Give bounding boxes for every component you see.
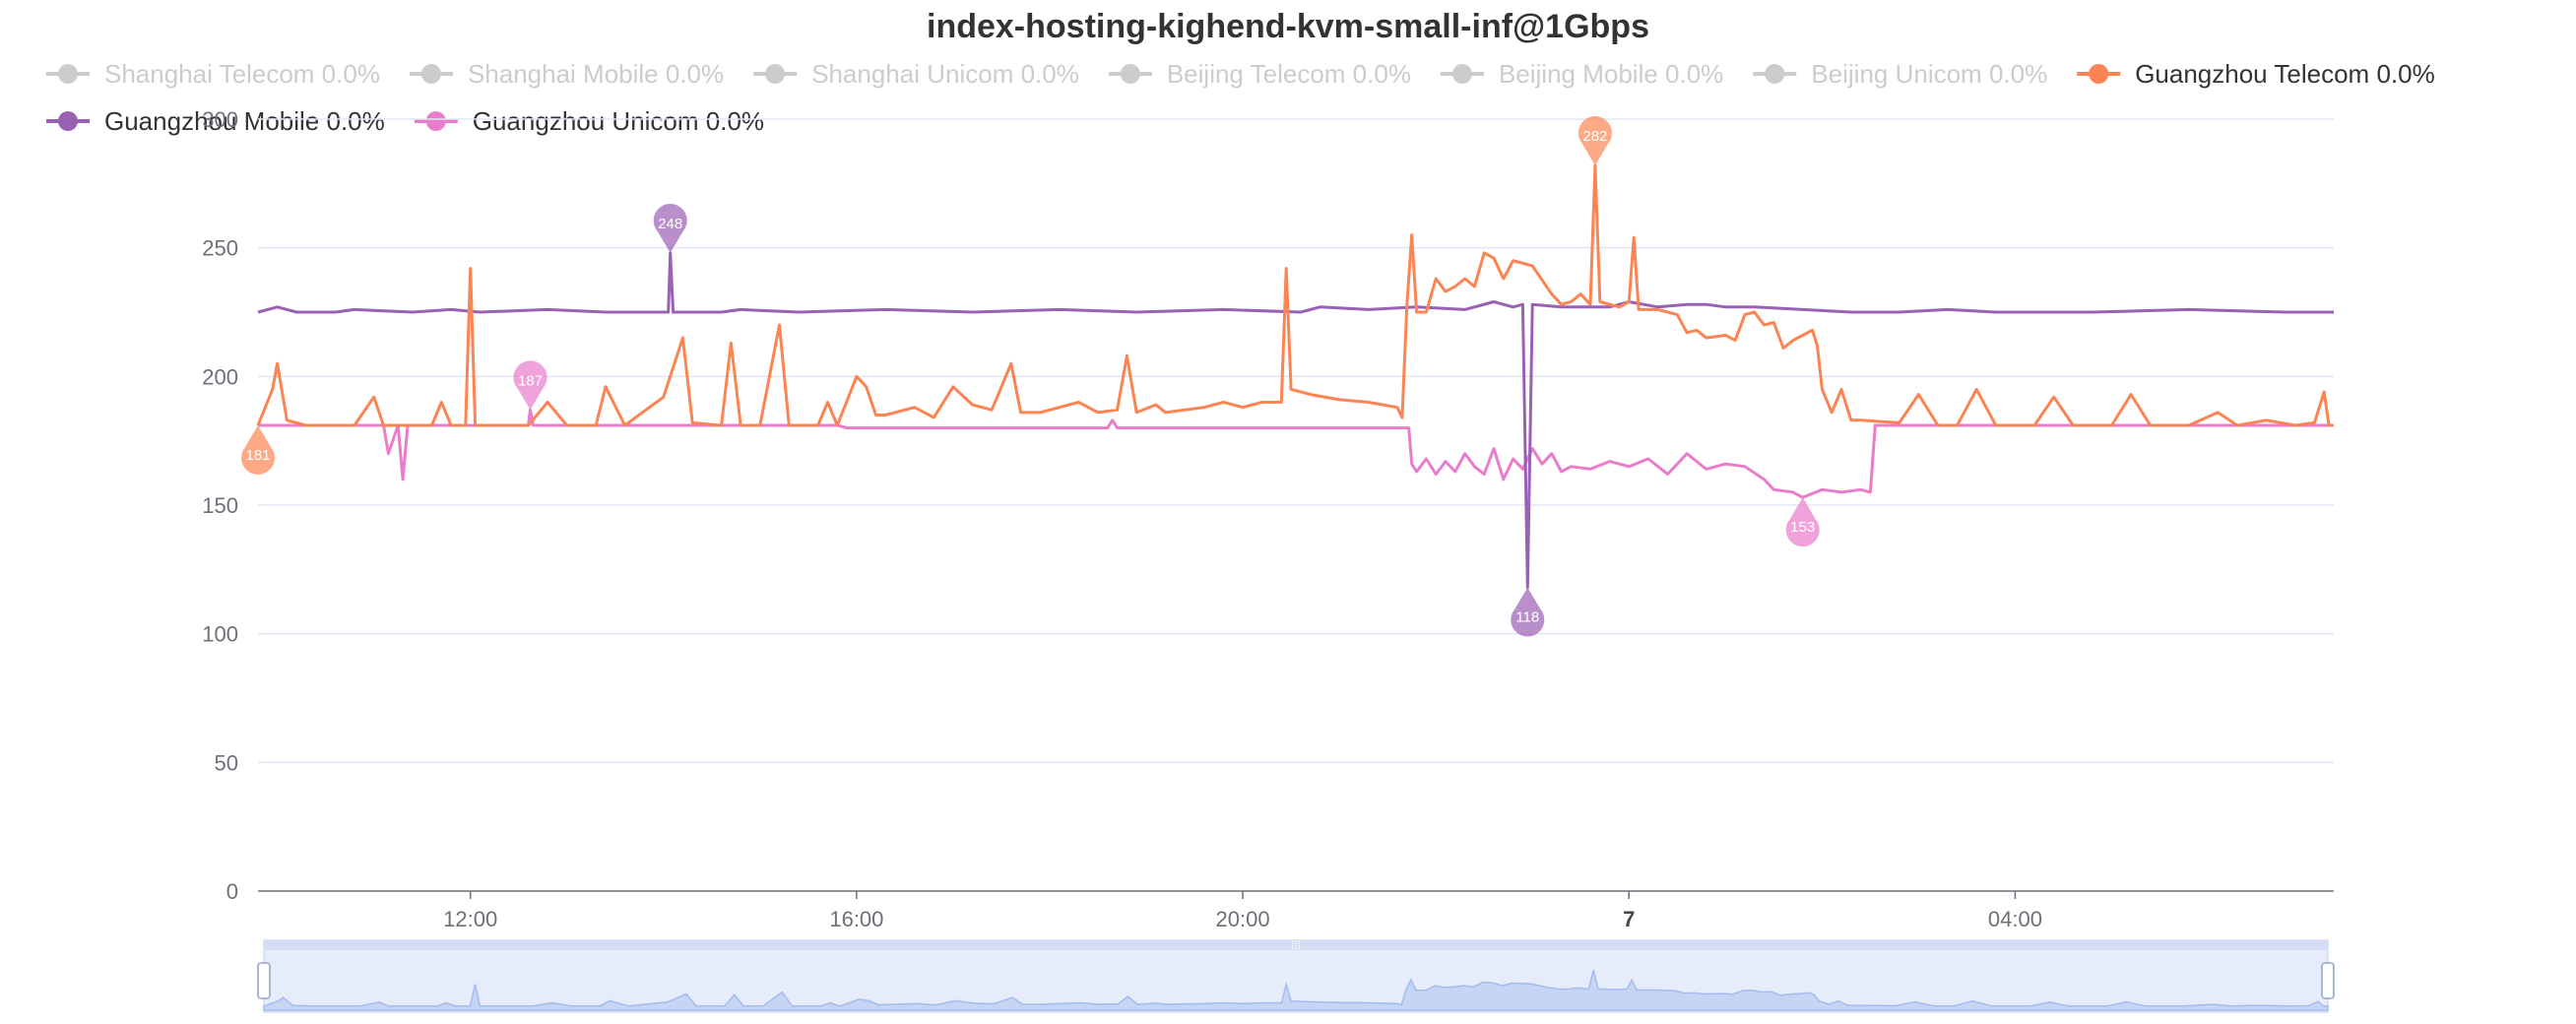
y-tick-label: 50 [215, 750, 238, 775]
zoom-handle-left[interactable] [257, 962, 271, 999]
legend-label: Beijing Unicom 0.0% [1811, 59, 2047, 89]
marker-pin[interactable] [241, 425, 275, 475]
zoom-top-bar[interactable] [264, 940, 2328, 950]
marker-label: 187 [518, 372, 543, 389]
legend-item[interactable]: Shanghai Telecom 0.0% [46, 59, 380, 89]
legend-item[interactable]: Shanghai Mobile 0.0% [409, 59, 724, 89]
chart-title: index-hosting-kighend-kvm-small-inf@1Gbp… [927, 8, 1649, 45]
legend-label: Guangzhou Mobile 0.0% [104, 106, 385, 136]
legend-dot-icon [1120, 64, 1140, 84]
legend-item[interactable]: Shanghai Unicom 0.0% [753, 59, 1079, 89]
marker-label: 248 [658, 216, 682, 232]
zoom-preview-area [263, 969, 2329, 1011]
markers: 282 181 248 118 187 153 [241, 116, 1820, 637]
marker-pin[interactable] [653, 203, 687, 253]
legend-item[interactable]: Beijing Telecom 0.0% [1108, 59, 1411, 89]
x-tick-label: 16:00 [829, 907, 883, 931]
y-tick-label: 200 [202, 364, 238, 389]
marker-pin[interactable] [1785, 497, 1820, 547]
legend-item[interactable]: Guangzhou Unicom 0.0% [414, 106, 764, 136]
marker-pin[interactable] [1511, 587, 1545, 637]
legend-dot-icon [765, 64, 786, 84]
series-line [258, 408, 2334, 499]
series-lines [256, 163, 2334, 590]
x-tick-label: 04:00 [1988, 907, 2042, 931]
series-line [257, 251, 2334, 590]
y-tick-label: 100 [202, 622, 238, 647]
x-tick-label: 7 [1623, 907, 1635, 931]
legend-item[interactable]: Guangzhou Mobile 0.0% [46, 106, 385, 136]
marker-label: 181 [245, 447, 270, 464]
zoom-grip-icon[interactable]: ⁞⁞⁞ [1291, 938, 1301, 952]
marker-label: 118 [1515, 609, 1539, 626]
zoom-track[interactable] [263, 939, 2329, 1013]
x-tick-label: 12:00 [443, 907, 497, 931]
legend-item[interactable]: Beijing Unicom 0.0% [1753, 59, 2047, 89]
legend-label: Shanghai Unicom 0.0% [811, 59, 1079, 89]
legend-item[interactable]: Beijing Mobile 0.0% [1440, 59, 1723, 89]
x-axis: 12:00 16:00 20:00 7 04:00 [258, 890, 2334, 931]
y-axis: 0 50 100 150 200 250 300 [202, 107, 238, 904]
marker-pin[interactable] [513, 360, 547, 411]
legend-label: Beijing Telecom 0.0% [1167, 59, 1411, 89]
legend-label: Guangzhou Telecom 0.0% [2135, 59, 2435, 89]
y-tick-label: 250 [202, 236, 238, 261]
zoom-handle-right[interactable] [2321, 962, 2335, 999]
legend-label: Guangzhou Unicom 0.0% [473, 106, 764, 136]
legend-label: Beijing Mobile 0.0% [1499, 59, 1723, 89]
x-tick-label: 20:00 [1216, 907, 1270, 931]
data-zoom-slider[interactable]: ⁞⁞⁞ [257, 938, 2335, 1013]
legend-label: Shanghai Telecom 0.0% [104, 59, 380, 89]
legend-dot-icon [1451, 64, 1472, 84]
legend: Shanghai Telecom 0.0% Shanghai Mobile 0.0… [46, 59, 2435, 136]
marker-label: 282 [1582, 128, 1607, 145]
y-tick-label: 0 [226, 879, 238, 904]
y-tick-label: 150 [202, 493, 238, 518]
legend-dot-icon [58, 111, 78, 131]
marker-label: 153 [1790, 519, 1815, 536]
y-tick-label: 300 [202, 107, 238, 132]
legend-dot-icon [2089, 64, 2109, 84]
grid-lines [258, 118, 2334, 764]
legend-dot-icon [1765, 64, 1785, 84]
legend-item[interactable]: Guangzhou Telecom 0.0% [2077, 59, 2435, 89]
series-line [256, 163, 2334, 427]
legend-dot-icon [58, 64, 78, 84]
marker-pin[interactable] [1578, 116, 1612, 165]
legend-dot-icon [425, 111, 446, 131]
legend-label: Shanghai Mobile 0.0% [468, 59, 724, 89]
legend-dot-icon [420, 64, 441, 84]
